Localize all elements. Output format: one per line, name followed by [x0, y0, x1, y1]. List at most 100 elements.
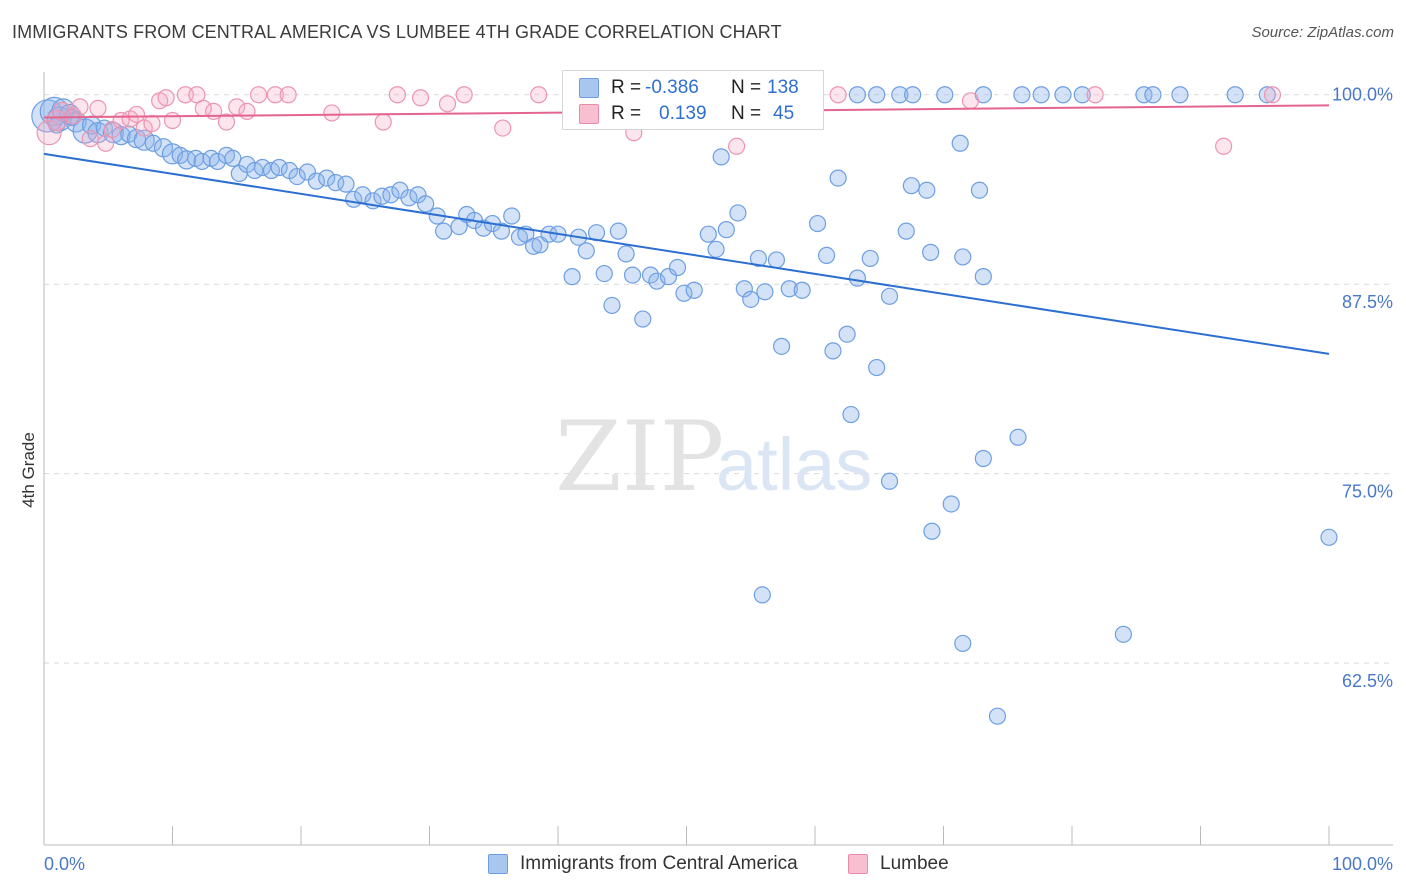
immigrants-point — [729, 204, 747, 222]
immigrants-point — [793, 281, 811, 299]
immigrants-point — [685, 281, 703, 299]
immigrants-point — [951, 134, 969, 152]
chart-title: IMMIGRANTS FROM CENTRAL AMERICA VS LUMBE… — [12, 22, 782, 42]
lumbee-point — [143, 114, 161, 133]
lumbee-point — [127, 105, 146, 124]
immigrants-point — [717, 221, 735, 239]
immigrants-point — [1114, 625, 1133, 643]
immigrants-point — [954, 248, 972, 266]
lumbee-point — [249, 86, 268, 104]
y-tick-label: 100.0% — [1332, 85, 1393, 105]
immigrants-point — [868, 358, 886, 377]
immigrants-point — [735, 280, 753, 298]
lumbee-point — [238, 102, 256, 121]
y-tick-labels: 100.0% 87.5% 75.0% 62.5% — [1332, 85, 1393, 691]
legend-swatch-immigrants — [488, 854, 508, 874]
immigrants-point — [974, 449, 992, 468]
immigrants-point — [829, 169, 847, 187]
immigrants-point — [623, 266, 642, 284]
immigrants-point — [1320, 528, 1338, 546]
legend-swatch-lumbee — [848, 854, 868, 874]
immigrants-point — [712, 148, 730, 166]
immigrants-point — [902, 177, 920, 195]
legend-swatch-lumbee — [579, 104, 599, 124]
immigrants-point — [923, 522, 941, 540]
lumbee-point — [217, 113, 236, 131]
immigrants-point — [707, 240, 725, 258]
immigrants-point — [936, 86, 954, 104]
immigrants-point — [1013, 86, 1031, 104]
immigrants-point — [1144, 86, 1162, 104]
immigrants-point — [1009, 428, 1027, 446]
legend-n-label: N = — [731, 77, 762, 98]
immigrants-point — [1226, 86, 1244, 104]
legend-r-value-lumbee: 0.139 — [659, 103, 707, 124]
trend-lines — [43, 104, 1330, 355]
immigrants-point — [1073, 86, 1091, 104]
lumbee-point — [388, 86, 406, 104]
immigrants-trend-line — [43, 152, 1330, 355]
immigrants-point — [780, 280, 798, 298]
legend-swatch-immigrants — [579, 78, 599, 98]
immigrants-point — [756, 283, 774, 301]
immigrants-point — [897, 222, 915, 240]
immigrants-point — [400, 189, 418, 207]
legend-r-value-immigrants: -0.386 — [645, 77, 699, 98]
immigrants-point — [634, 310, 652, 328]
lumbee-point — [64, 107, 83, 125]
legend-label-immigrants: Immigrants from Central America — [520, 853, 798, 874]
immigrants-point — [767, 251, 786, 269]
immigrants-point — [942, 495, 960, 513]
immigrants-point — [337, 175, 355, 193]
immigrants-point — [880, 287, 899, 305]
immigrants-point — [298, 163, 317, 181]
immigrants-point — [1258, 86, 1276, 104]
lumbee-point — [89, 99, 107, 117]
immigrants-point — [891, 86, 909, 104]
immigrants-point — [435, 222, 453, 240]
immigrants-point — [288, 167, 306, 186]
immigrants-point — [753, 586, 771, 604]
legend-r-label: R = — [611, 103, 642, 124]
y-tick-label: 87.5% — [1342, 292, 1393, 312]
immigrants-point — [838, 325, 856, 343]
lumbee-point — [494, 119, 512, 137]
immigrants-point — [1054, 86, 1072, 104]
source-credit: Source: ZipAtlas.com — [1251, 24, 1394, 41]
immigrants-point — [1171, 86, 1189, 104]
watermark-zip: ZIP — [555, 401, 724, 513]
immigrants-point — [474, 219, 493, 237]
lumbee-point — [103, 120, 121, 139]
immigrants-point — [1135, 86, 1153, 104]
immigrants-point — [868, 86, 886, 104]
watermark: ZIP atlas — [555, 401, 872, 513]
immigrants-point — [970, 181, 989, 199]
immigrants-point — [922, 243, 940, 261]
gridlines — [44, 94, 1393, 664]
immigrants-point — [974, 268, 992, 286]
watermark-atlas: atlas — [716, 423, 872, 506]
lumbee-point — [411, 89, 430, 107]
lumbee-point — [530, 86, 548, 104]
immigrants-point — [603, 296, 621, 315]
immigrants-point — [659, 268, 678, 286]
immigrants-point — [641, 266, 660, 284]
immigrants-point — [861, 249, 879, 268]
immigrants-point — [880, 472, 899, 490]
lumbee-point — [1215, 137, 1233, 155]
x-tick-label-min: 0.0% — [44, 854, 85, 874]
immigrants-point — [307, 172, 326, 190]
x-tick-label-max: 100.0% — [1332, 854, 1393, 874]
series-legend: Immigrants from Central America Lumbee — [0, 852, 1406, 878]
immigrants-point — [918, 181, 936, 199]
immigrants-point — [417, 195, 435, 213]
lumbee-point — [455, 86, 473, 104]
lumbee-point — [323, 104, 341, 122]
immigrants-point — [817, 246, 836, 264]
immigrants-point — [318, 169, 336, 187]
legend-n-label: N = — [731, 103, 762, 124]
legend-n-value-immigrants: 138 — [767, 77, 799, 98]
immigrants-point — [595, 264, 613, 283]
immigrants-point — [382, 186, 400, 204]
